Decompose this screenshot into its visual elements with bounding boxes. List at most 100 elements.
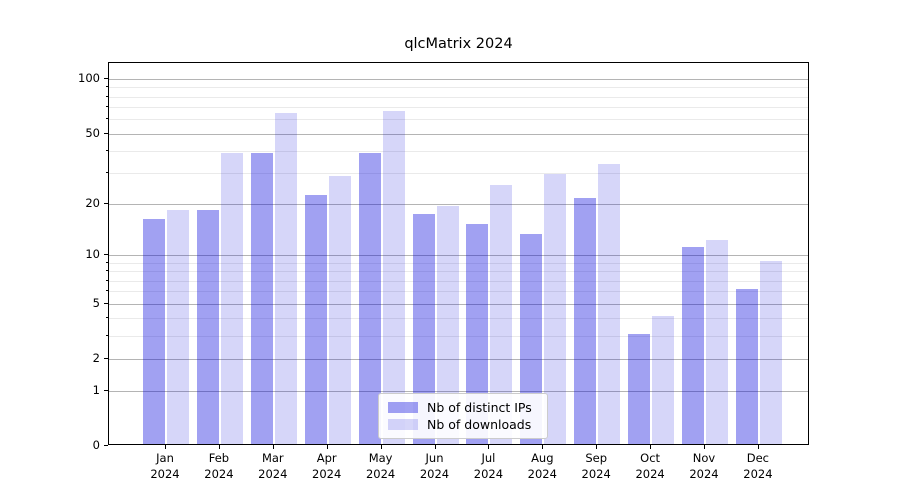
bar-distinct-ips-jul-2024 <box>466 223 489 444</box>
x-tick-year: 2024 <box>581 466 611 481</box>
y-tick-label-100: 100 <box>78 71 100 86</box>
x-tick-feb-2024 <box>218 445 220 449</box>
y-tick-10 <box>104 254 108 256</box>
x-tick-month: Feb <box>208 451 230 465</box>
bar-distinct-ips-mar-2024 <box>250 152 273 444</box>
bar-downloads-nov-2024 <box>706 240 728 444</box>
major-gridline-20 <box>109 204 808 206</box>
x-tick-year: 2024 <box>258 466 288 481</box>
x-tick-year: 2024 <box>473 466 504 481</box>
major-gridline-100 <box>109 79 808 81</box>
bar-downloads-sep-2024 <box>598 163 621 444</box>
x-tick-oct-2024 <box>650 445 652 449</box>
y-minor-tick-4 <box>106 317 108 319</box>
bar-distinct-ips-jan-2024 <box>143 218 165 444</box>
y-tick-label-5: 5 <box>92 295 100 310</box>
x-tick-nov-2024 <box>704 445 705 449</box>
minor-gridline-80 <box>109 96 808 98</box>
y-minor-tick-9 <box>106 262 108 263</box>
y-minor-tick-8 <box>106 270 108 272</box>
y-minor-tick-70 <box>106 106 108 108</box>
minor-gridline-90 <box>109 87 808 89</box>
x-tick-year: 2024 <box>365 466 396 481</box>
minor-gridline-60 <box>109 119 808 121</box>
bar-downloads-aug-2024 <box>544 173 567 444</box>
x-tick-year: 2024 <box>743 466 773 481</box>
x-tick-jul-2024 <box>488 445 490 449</box>
x-tick-jan-2024 <box>165 445 166 449</box>
y-minor-tick-3 <box>106 334 108 336</box>
bar-distinct-ips-sep-2024 <box>574 198 597 444</box>
bar-downloads-jun-2024 <box>436 205 459 444</box>
y-tick-100 <box>104 78 108 80</box>
bar-downloads-mar-2024 <box>274 113 297 444</box>
y-minor-tick-7 <box>106 279 108 281</box>
y-tick-5 <box>104 302 108 304</box>
y-minor-tick-90 <box>106 86 108 88</box>
x-tick-month: Mar <box>261 451 284 465</box>
minor-gridline-3 <box>109 335 808 337</box>
y-tick-0 <box>104 445 108 446</box>
major-gridline-50 <box>109 133 808 135</box>
legend-swatch-icon <box>388 402 418 413</box>
legend-label: Nb of downloads <box>427 417 532 432</box>
y-tick-label-50: 50 <box>85 125 100 140</box>
x-tick-label-jan-2024: Jan 2024 <box>137 451 193 482</box>
x-tick-month: Jul <box>481 451 496 465</box>
x-tick-label-oct-2024: Oct 2024 <box>622 451 678 482</box>
x-tick-label-mar-2024: Mar 2024 <box>245 451 301 482</box>
major-gridline-10 <box>109 255 808 257</box>
minor-gridline-7 <box>109 280 808 282</box>
major-gridline-5 <box>109 303 808 305</box>
x-tick-dec-2024 <box>757 445 759 449</box>
y-minor-tick-80 <box>106 95 108 97</box>
y-tick-label-0: 0 <box>92 438 100 452</box>
minor-gridline-70 <box>109 107 808 109</box>
x-tick-year: 2024 <box>150 466 180 481</box>
chart-title: qlcMatrix 2024 <box>404 36 513 52</box>
x-tick-label-jul-2024: Jul 2024 <box>460 451 516 482</box>
x-tick-year: 2024 <box>312 466 342 481</box>
x-tick-year: 2024 <box>689 466 719 481</box>
x-tick-month: Apr <box>316 451 337 465</box>
x-tick-label-feb-2024: Feb 2024 <box>191 451 247 482</box>
x-tick-month: Jan <box>156 451 174 465</box>
y-tick-1 <box>104 389 108 391</box>
x-tick-month: Jun <box>425 451 444 465</box>
legend: Nb of distinct IPs Nb of downloads <box>378 393 548 439</box>
bar-distinct-ips-aug-2024 <box>520 234 543 444</box>
x-tick-month: Aug <box>531 451 554 465</box>
x-tick-label-sep-2024: Sep 2024 <box>568 451 624 482</box>
bar-distinct-ips-may-2024 <box>358 152 381 444</box>
y-tick-label-10: 10 <box>85 247 100 262</box>
bar-distinct-ips-dec-2024 <box>735 289 758 444</box>
x-tick-year: 2024 <box>419 466 450 481</box>
x-tick-month: Oct <box>640 451 661 465</box>
y-minor-tick-60 <box>106 118 108 120</box>
bar-downloads-feb-2024 <box>220 152 243 444</box>
bar-distinct-ips-oct-2024 <box>628 333 651 444</box>
x-tick-label-dec-2024: Dec 2024 <box>730 451 786 482</box>
minor-gridline-4 <box>109 318 808 320</box>
x-tick-sep-2024 <box>596 445 598 449</box>
legend-label: Nb of distinct IPs <box>427 400 532 415</box>
x-tick-label-may-2024: May 2024 <box>353 451 409 482</box>
x-tick-year: 2024 <box>204 466 234 481</box>
x-tick-year: 2024 <box>635 466 665 481</box>
minor-gridline-30 <box>109 173 808 175</box>
y-tick-2 <box>104 357 108 359</box>
y-minor-tick-30 <box>106 172 108 174</box>
y-tick-label-1: 1 <box>92 382 100 397</box>
major-gridline-1 <box>109 390 808 392</box>
legend-swatch-icon <box>388 419 418 430</box>
y-tick-label-2: 2 <box>92 350 100 365</box>
bar-distinct-ips-apr-2024 <box>304 194 327 444</box>
minor-gridline-40 <box>109 150 808 152</box>
minor-gridline-8 <box>109 271 808 273</box>
y-tick-20 <box>104 203 108 205</box>
y-tick-50 <box>104 132 108 134</box>
x-tick-apr-2024 <box>326 445 328 449</box>
x-tick-may-2024 <box>380 445 382 449</box>
y-tick-label-20: 20 <box>85 196 100 211</box>
x-tick-label-apr-2024: Apr 2024 <box>299 451 355 482</box>
